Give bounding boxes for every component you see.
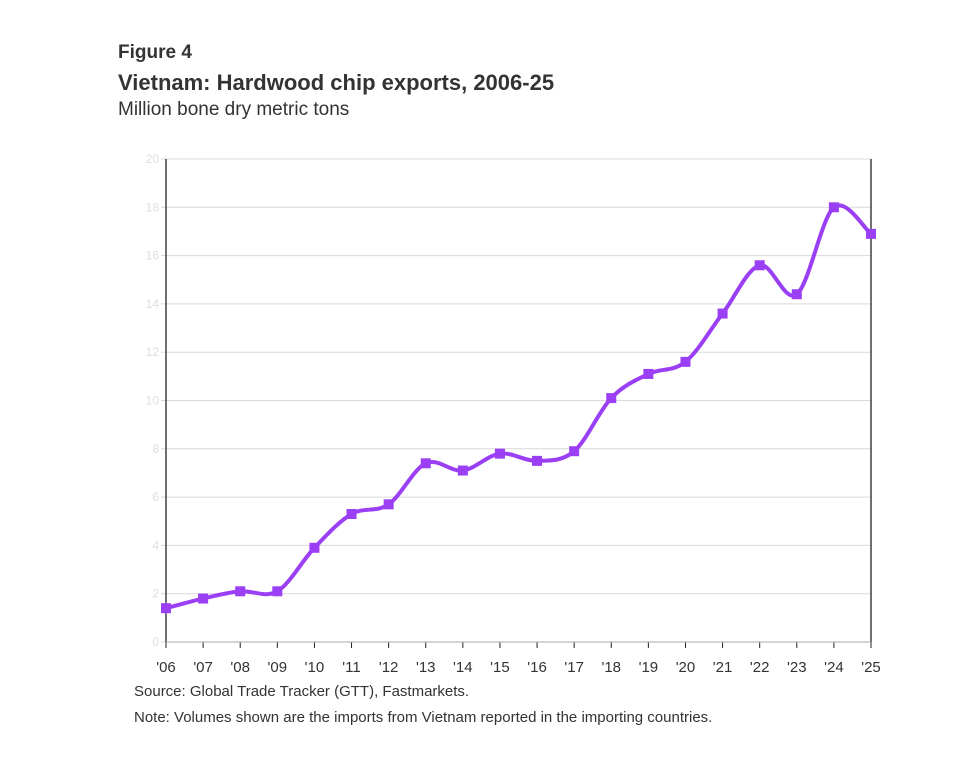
source-note: Source: Global Trade Tracker (GTT), Fast…: [134, 683, 470, 700]
data-point: [494, 448, 505, 459]
y-tick-label: 0: [152, 635, 159, 649]
data-point: [532, 455, 543, 466]
footnote: Note: Volumes shown are the imports from…: [134, 709, 713, 726]
data-point: [309, 542, 320, 553]
x-tick-label: '25: [861, 659, 881, 676]
y-tick-label: 18: [146, 200, 160, 214]
data-point: [198, 593, 209, 604]
x-tick-label: '12: [379, 659, 399, 676]
y-tick-label: 16: [146, 249, 160, 263]
y-tick-label: 14: [146, 297, 160, 311]
y-tick-label: 10: [146, 394, 160, 408]
series-layer: [161, 202, 876, 614]
y-tick-label: 4: [152, 538, 159, 552]
data-point: [643, 368, 654, 379]
x-tick-label: '13: [416, 659, 436, 676]
y-tick-label: 8: [152, 442, 159, 456]
data-point: [420, 458, 431, 469]
chart-title: Vietnam: Hardwood chip exports, 2006-25: [118, 70, 555, 95]
data-point: [161, 603, 171, 614]
chart-subtitle: Million bone dry metric tons: [118, 99, 350, 120]
data-point: [866, 228, 876, 239]
x-tick-label: '20: [676, 659, 696, 676]
data-point: [383, 499, 394, 510]
data-point: [717, 308, 728, 319]
x-tick-label: '19: [639, 659, 659, 676]
x-tick-label: '10: [305, 659, 325, 676]
x-tick-label: '22: [750, 659, 770, 676]
y-tick-label: 20: [146, 152, 160, 166]
y-tick-label: 12: [146, 345, 160, 359]
x-tick-label: '16: [527, 659, 547, 676]
data-point: [272, 586, 283, 597]
data-point: [346, 509, 357, 520]
data-point: [680, 356, 691, 367]
data-point: [569, 446, 580, 457]
figure-label: Figure 4: [118, 42, 192, 63]
data-point: [235, 586, 246, 597]
data-point: [791, 289, 802, 300]
x-tick-label: '18: [601, 659, 621, 676]
data-point: [457, 465, 468, 476]
x-axis-ticks: '06 '07 '08 '09 '10 '11 '12 '13 '14 '15 '16 '17 '18 '…: [156, 642, 881, 676]
axes: [165, 159, 872, 643]
x-tick-label: '24: [824, 659, 844, 676]
x-tick-label: '21: [713, 659, 733, 676]
x-tick-label: '23: [787, 659, 807, 676]
series-line: [164, 203, 873, 611]
x-tick-label: '08: [230, 659, 250, 676]
grid-lines: [166, 158, 871, 595]
data-point: [606, 393, 617, 404]
x-tick-label: '14: [453, 659, 473, 676]
x-tick-label: '15: [490, 659, 510, 676]
y-tick-label: 2: [152, 587, 159, 601]
x-tick-label: '09: [268, 659, 288, 676]
y-tick-label: 6: [152, 490, 159, 504]
data-point: [828, 202, 839, 213]
x-tick-label: '07: [193, 659, 213, 676]
x-tick-label: '17: [564, 659, 584, 676]
x-tick-label: '11: [342, 659, 360, 676]
y-axis-ticks: 0 2 4 6 8 10 12 14 16 18 20: [146, 152, 166, 649]
x-tick-label: '06: [156, 659, 176, 676]
data-point: [754, 260, 765, 271]
